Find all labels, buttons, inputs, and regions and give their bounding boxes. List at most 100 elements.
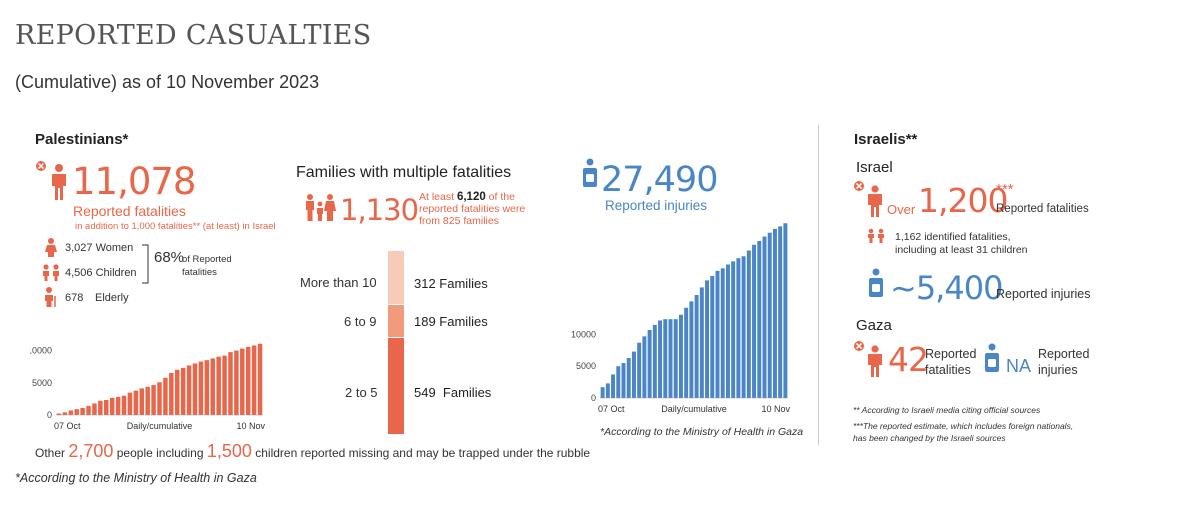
israel-fatalities-stars: *** bbox=[996, 181, 1014, 198]
gaza-injuries-value: NA bbox=[1006, 356, 1032, 376]
share-percentage: 68% bbox=[154, 249, 185, 266]
bar bbox=[752, 244, 757, 398]
section-divider bbox=[818, 125, 819, 445]
israelis-notes: ** According to Israeli media citing off… bbox=[853, 404, 1073, 444]
bar bbox=[121, 395, 127, 415]
bar bbox=[621, 363, 626, 398]
y-tick-label: 0 bbox=[591, 393, 596, 403]
y-tick-label: 10000 bbox=[30, 346, 52, 356]
bar bbox=[705, 280, 710, 398]
missing-suffix: children reported missing and may be tra… bbox=[255, 446, 591, 460]
bar bbox=[600, 387, 605, 398]
bar bbox=[151, 385, 156, 415]
family-bar-2-to-5 bbox=[388, 338, 404, 434]
families-note: At least 6,120 of the reported fatalitie… bbox=[419, 191, 525, 227]
y-tick-label: 0 bbox=[47, 410, 52, 420]
missing-value: 2,700 bbox=[68, 441, 114, 461]
bar bbox=[663, 319, 668, 398]
bar bbox=[741, 256, 746, 398]
israel-over: Over bbox=[887, 202, 916, 217]
families-note-1: At least bbox=[419, 191, 455, 203]
page-subtitle: (Cumulative) as of 10 November 2023 bbox=[15, 72, 320, 92]
injuries-source: *According to the Ministry of Health in … bbox=[600, 426, 804, 438]
x-tick-label-end: 10 Nov bbox=[236, 421, 265, 431]
family-icon bbox=[306, 194, 336, 221]
bar bbox=[783, 223, 788, 398]
israel-children-icon bbox=[868, 228, 884, 243]
bar bbox=[710, 275, 715, 398]
bar bbox=[92, 403, 97, 415]
bar bbox=[616, 366, 621, 398]
israelis-heading: Israelis** bbox=[854, 131, 918, 148]
bar bbox=[715, 270, 720, 398]
bar bbox=[772, 228, 777, 398]
gaza-injuries-label-1: Reported bbox=[1038, 347, 1090, 361]
families-note-4: from 825 families bbox=[419, 215, 499, 227]
elderly-icon bbox=[45, 287, 56, 307]
israel-identified: 1,162 identified fatalities, including a… bbox=[895, 231, 1028, 257]
israel-identified-1: 1,162 identified fatalities, bbox=[895, 231, 1011, 243]
israelis-note-1: ** According to Israeli media citing off… bbox=[853, 405, 1041, 415]
x-tick-label-start: 07 Oct bbox=[598, 404, 625, 414]
family-row-label-6-to-9: 6 to 9 bbox=[344, 314, 377, 329]
bar bbox=[228, 352, 233, 415]
families-value: 1,130 bbox=[340, 193, 419, 227]
bar bbox=[192, 363, 198, 415]
bar bbox=[626, 357, 631, 398]
bar bbox=[658, 320, 663, 398]
families-note-3: reported fatalities were bbox=[419, 203, 526, 215]
bar bbox=[637, 342, 642, 398]
bar bbox=[720, 268, 725, 398]
bar bbox=[145, 386, 150, 415]
bar bbox=[611, 374, 616, 398]
x-tick-label-end: 10 Nov bbox=[761, 404, 790, 414]
gaza-heading: Gaza bbox=[856, 317, 892, 334]
bar bbox=[652, 324, 657, 398]
elderly-label: Elderly bbox=[95, 292, 129, 304]
bar bbox=[133, 390, 139, 415]
family-bar-6-to-9 bbox=[388, 305, 404, 337]
gaza-fatality-icon bbox=[854, 341, 882, 377]
bar bbox=[678, 314, 683, 398]
bar bbox=[139, 388, 144, 415]
bar bbox=[757, 240, 762, 398]
x-axis-label: Daily/cumulative bbox=[127, 421, 193, 431]
bar bbox=[631, 351, 636, 398]
family-row-value-6-to-9: 189 Families bbox=[414, 314, 488, 329]
bar bbox=[169, 372, 174, 415]
missing-prefix: Other bbox=[35, 446, 66, 460]
palestinians-source: *According to the Ministry of Health in … bbox=[15, 471, 257, 485]
gaza-fatalities-value: 42 bbox=[888, 340, 929, 379]
bar bbox=[668, 319, 673, 398]
bar bbox=[673, 319, 678, 398]
bar bbox=[163, 377, 168, 415]
bar bbox=[689, 301, 694, 398]
y-tick-label: 10000 bbox=[571, 329, 596, 339]
fatalities-cumulative-chart: 0 5000 10000 07 Oct Daily/cumulative 10 Nov bbox=[30, 343, 265, 431]
bar bbox=[127, 392, 133, 415]
injuries-value: 27,490 bbox=[601, 160, 718, 200]
bar bbox=[115, 396, 121, 415]
family-row-label-2-to-5: 2 to 5 bbox=[345, 385, 378, 400]
families-heading: Families with multiple fatalities bbox=[296, 164, 512, 181]
bar bbox=[175, 369, 180, 415]
x-tick-label-start: 07 Oct bbox=[54, 421, 81, 431]
bar bbox=[251, 345, 257, 415]
children-icon bbox=[43, 264, 59, 281]
bar bbox=[98, 400, 103, 415]
bar bbox=[216, 356, 221, 415]
women-count: 3,027 Women bbox=[65, 242, 134, 254]
israel-fatalities-value: 1,200 bbox=[918, 181, 1008, 220]
missing-children-value: 1,500 bbox=[206, 441, 252, 461]
bar bbox=[222, 355, 227, 415]
bracket bbox=[142, 244, 149, 284]
families-note-2: of the bbox=[488, 191, 515, 203]
palestinian-fatalities-note: in addition to 1,000 fatalities** (at le… bbox=[75, 221, 276, 232]
bar bbox=[605, 383, 610, 398]
bar bbox=[198, 361, 204, 415]
missing-middle: people including bbox=[116, 446, 204, 460]
page-title: REPORTED CASUALTIES bbox=[15, 20, 372, 51]
gaza-injuries-label-2: injuries bbox=[1038, 363, 1078, 377]
bar bbox=[234, 350, 239, 415]
israel-fatality-icon bbox=[854, 181, 882, 217]
